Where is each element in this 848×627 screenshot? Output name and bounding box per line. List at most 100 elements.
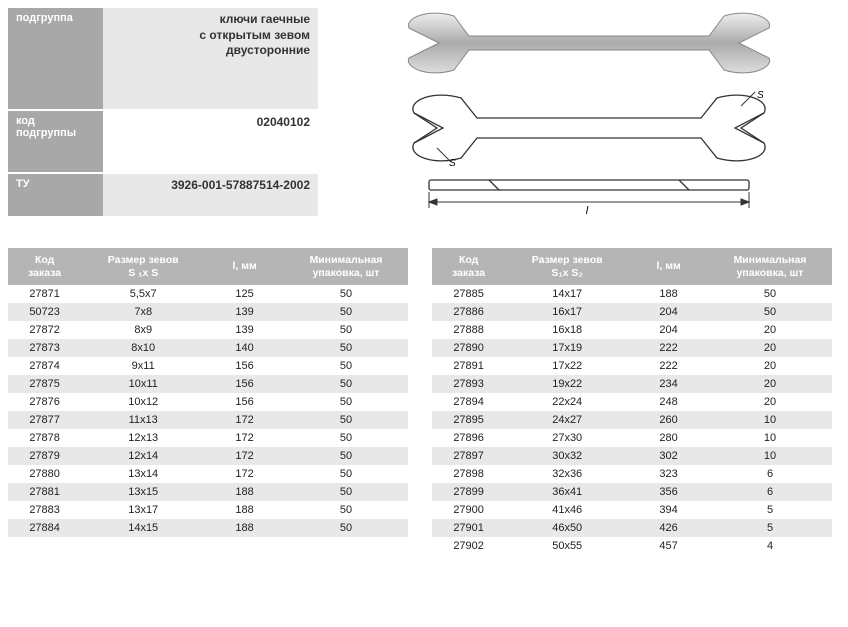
cell-code: 27880 [8, 465, 81, 483]
cell-size: 10x11 [81, 375, 205, 393]
cell-size: 27x30 [505, 429, 629, 447]
table-row: 2790146x504265 [432, 519, 832, 537]
cell-pack: 50 [284, 303, 408, 321]
cell-len: 172 [205, 411, 284, 429]
cell-size: 30x32 [505, 447, 629, 465]
cell-code: 27886 [432, 303, 505, 321]
table-row: 2787812x1317250 [8, 429, 408, 447]
wrench-side-diagram: l [399, 178, 779, 218]
info-table: подгруппа ключи гаечные с открытым зевом… [8, 8, 318, 218]
cell-len: 172 [205, 465, 284, 483]
table-row: 2788616x1720450 [432, 303, 832, 321]
product-images: S S l [338, 8, 840, 218]
label-tu: ТУ [8, 173, 103, 217]
value-subgroup-code: 02040102 [103, 110, 318, 172]
cell-len: 188 [205, 501, 284, 519]
table-row: 2787610x1215650 [8, 393, 408, 411]
table-row: 278715,5x712550 [8, 285, 408, 303]
cell-len: 139 [205, 303, 284, 321]
cell-code: 27894 [432, 393, 505, 411]
table-row: 278728x913950 [8, 321, 408, 339]
cell-code: 27883 [8, 501, 81, 519]
cell-pack: 4 [708, 537, 832, 555]
cell-len: 222 [629, 339, 708, 357]
cell-pack: 50 [284, 501, 408, 519]
cell-size: 14x17 [505, 285, 629, 303]
cell-size: 16x17 [505, 303, 629, 321]
cell-len: 156 [205, 375, 284, 393]
table-row: 2788514x1718850 [432, 285, 832, 303]
cell-pack: 20 [708, 339, 832, 357]
table-row: 2789117x2222220 [432, 357, 832, 375]
cell-code: 27888 [432, 321, 505, 339]
cell-code: 27901 [432, 519, 505, 537]
cell-pack: 50 [284, 321, 408, 339]
cell-len: 260 [629, 411, 708, 429]
table-row: 507237x813950 [8, 303, 408, 321]
cell-code: 27871 [8, 285, 81, 303]
table-row: 278749x1115650 [8, 357, 408, 375]
cell-size: 5,5x7 [81, 285, 205, 303]
cell-size: 22x24 [505, 393, 629, 411]
cell-size: 17x19 [505, 339, 629, 357]
label-subgroup: подгруппа [8, 8, 103, 110]
cell-len: 204 [629, 303, 708, 321]
dim-s-left: S [449, 158, 456, 168]
cell-pack: 50 [284, 285, 408, 303]
table-row: 2789017x1922220 [432, 339, 832, 357]
cell-len: 457 [629, 537, 708, 555]
table-row: 2789422x2424820 [432, 393, 832, 411]
cell-size: 36x41 [505, 483, 629, 501]
cell-len: 188 [629, 285, 708, 303]
cell-code: 27897 [432, 447, 505, 465]
table-row: 2787711x1317250 [8, 411, 408, 429]
cell-len: 323 [629, 465, 708, 483]
cell-size: 32x36 [505, 465, 629, 483]
table-row: 2789524x2726010 [432, 411, 832, 429]
table-row: 2789832x363236 [432, 465, 832, 483]
cell-pack: 50 [284, 411, 408, 429]
cell-pack: 6 [708, 483, 832, 501]
cell-pack: 20 [708, 393, 832, 411]
cell-code: 27874 [8, 357, 81, 375]
cell-len: 172 [205, 429, 284, 447]
table-row: 2790250x554574 [432, 537, 832, 555]
cell-len: 188 [205, 483, 284, 501]
table-row: 2787510x1115650 [8, 375, 408, 393]
table-row: 2789627x3028010 [432, 429, 832, 447]
spec-table-left: Код заказа Размер зевов S ₁x S l, мм Мин… [8, 248, 408, 537]
cell-size: 17x22 [505, 357, 629, 375]
cell-size: 14x15 [81, 519, 205, 537]
th-size: Размер зевов S₁x S₂ [505, 248, 629, 285]
cell-code: 27872 [8, 321, 81, 339]
table-row: 2788414x1518850 [8, 519, 408, 537]
cell-size: 9x11 [81, 357, 205, 375]
cell-size: 8x10 [81, 339, 205, 357]
cell-pack: 50 [284, 519, 408, 537]
table-row: 2788113x1518850 [8, 483, 408, 501]
wrench-outline-diagram: S S [399, 88, 779, 168]
cell-code: 27896 [432, 429, 505, 447]
cell-len: 125 [205, 285, 284, 303]
table-row: 2789936x413566 [432, 483, 832, 501]
cell-pack: 50 [284, 375, 408, 393]
cell-code: 27881 [8, 483, 81, 501]
cell-pack: 50 [284, 339, 408, 357]
cell-pack: 50 [284, 357, 408, 375]
cell-code: 27873 [8, 339, 81, 357]
cell-len: 139 [205, 321, 284, 339]
cell-pack: 5 [708, 501, 832, 519]
cell-size: 8x9 [81, 321, 205, 339]
th-length: l, мм [205, 248, 284, 285]
cell-pack: 20 [708, 357, 832, 375]
cell-pack: 10 [708, 447, 832, 465]
cell-code: 27878 [8, 429, 81, 447]
th-code: Код заказа [8, 248, 81, 285]
cell-size: 24x27 [505, 411, 629, 429]
table-row: 278738x1014050 [8, 339, 408, 357]
cell-len: 188 [205, 519, 284, 537]
th-pack: Минимальная упаковка, шт [708, 248, 832, 285]
cell-code: 27902 [432, 537, 505, 555]
cell-code: 27875 [8, 375, 81, 393]
cell-size: 50x55 [505, 537, 629, 555]
